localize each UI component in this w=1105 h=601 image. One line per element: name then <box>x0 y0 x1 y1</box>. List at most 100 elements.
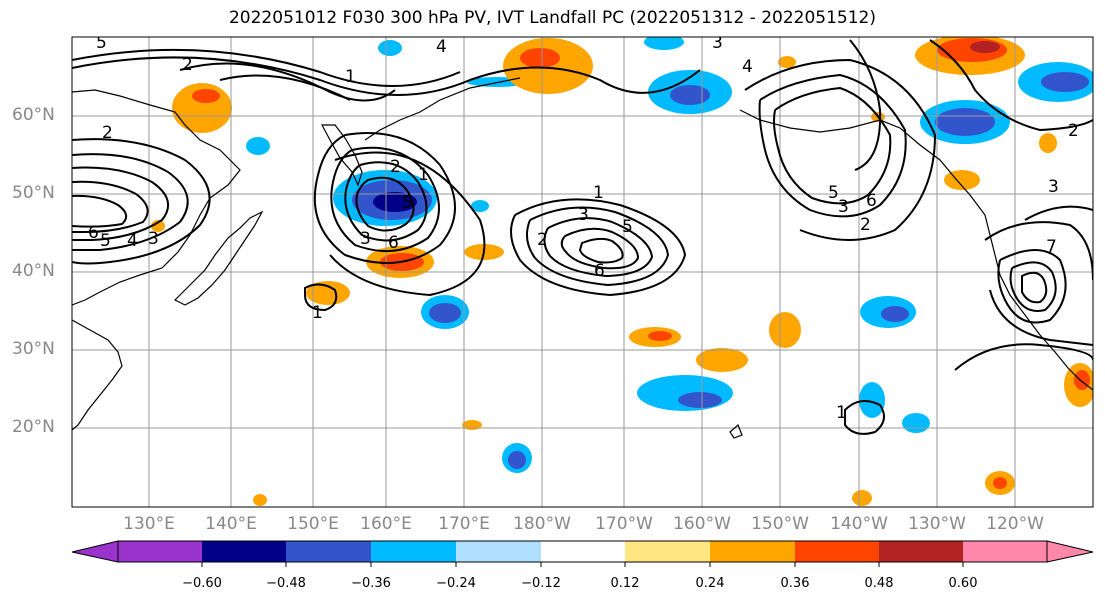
lon-label: 180°W <box>513 514 571 534</box>
negative-anomaly <box>644 37 684 50</box>
lon-label: 170°W <box>595 514 653 534</box>
colorbar-tick-label: −0.24 <box>436 576 476 591</box>
positive-anomaly <box>944 170 980 190</box>
contour-label: 2 <box>182 55 193 75</box>
negative-anomaly <box>859 382 885 418</box>
hawaii-outline <box>729 423 743 439</box>
colorbar-swatch <box>202 541 286 562</box>
lon-label: 150°W <box>751 514 809 534</box>
lon-label: 140°E <box>205 514 257 534</box>
colorbar-tick-label: 0.36 <box>780 576 810 591</box>
colorbar <box>71 540 1094 567</box>
colorbar-min-arrow <box>71 540 119 563</box>
colorbar-swatch <box>879 541 963 562</box>
contour-label: 6 <box>88 223 99 243</box>
contour-label: 2 <box>102 123 113 143</box>
negative-anomaly <box>1041 72 1089 92</box>
contour-label: 2 <box>1068 121 1079 141</box>
negative-anomaly <box>902 413 930 433</box>
positive-anomaly <box>1039 133 1057 153</box>
colorbar-tick-label: −0.12 <box>521 576 561 591</box>
contour-label: 6 <box>388 233 399 253</box>
negative-anomaly <box>378 40 402 56</box>
negative-anomaly <box>881 306 909 322</box>
shading-layer <box>151 37 1093 506</box>
contour-label: 5 <box>100 231 111 251</box>
contour-label: 2 <box>860 215 871 235</box>
contour-label: 6 <box>866 191 877 211</box>
north-america-coast <box>739 109 1093 391</box>
colorbar-tick-label: −0.60 <box>182 576 222 591</box>
colorbar-max-arrow <box>1046 540 1094 563</box>
contour-label: 3 <box>360 229 371 249</box>
lat-label: 30°N <box>12 339 55 359</box>
lon-label: 130°E <box>123 514 175 534</box>
map-frame <box>71 36 1094 508</box>
japan-outline <box>173 210 264 306</box>
contour-label: 5 <box>828 183 839 203</box>
negative-anomaly <box>508 451 526 469</box>
contour-label: 3 <box>578 205 589 225</box>
contour-label: 6 <box>594 261 605 281</box>
colorbar-swatch <box>625 541 710 562</box>
colorbar-swatch <box>541 541 625 562</box>
positive-anomaly <box>993 477 1007 489</box>
colorbar-tick-label: −0.48 <box>266 576 306 591</box>
contour-label: 4 <box>436 37 447 57</box>
contour-label: 4 <box>127 231 138 251</box>
contour-label: 3 <box>838 197 849 217</box>
colorbar-tick-label: 0.24 <box>695 576 725 591</box>
contour-label: 1 <box>345 67 356 87</box>
negative-anomaly <box>471 200 489 212</box>
contour-label: 3 <box>712 33 723 53</box>
coastlines <box>72 77 1093 439</box>
siberia-coast <box>364 77 521 141</box>
contour-label: 5 <box>622 217 633 237</box>
contour-label: 3 <box>148 229 159 249</box>
contour-label: 1 <box>836 403 847 423</box>
contour-label: 2 <box>390 157 401 177</box>
positive-anomaly <box>852 490 872 506</box>
lat-label: 50°N <box>12 183 55 203</box>
lat-label: 40°N <box>12 261 55 281</box>
contour-label-group: 5 4 3 2 1 6 2 5 4 3 2 1 5 3 6 1 2 3 5 6 … <box>88 33 1079 423</box>
positive-anomaly <box>769 312 801 348</box>
colorbar-tick-label: 0.48 <box>864 576 894 591</box>
lon-label: 140°W <box>830 514 888 534</box>
positive-anomaly <box>778 56 796 68</box>
negative-anomaly <box>678 392 722 408</box>
lon-label: 150°E <box>287 514 339 534</box>
contour-label: 5 <box>402 193 413 213</box>
lon-label: 120°W <box>986 514 1044 534</box>
negative-anomaly <box>670 85 710 105</box>
colorbar-swatch <box>963 541 1047 562</box>
positive-anomaly <box>1074 370 1090 390</box>
kamchatka-outline <box>321 124 363 187</box>
negative-anomaly <box>373 192 417 212</box>
lon-label: 160°E <box>360 514 412 534</box>
lon-label: 130°W <box>908 514 966 534</box>
contour-lines <box>72 39 1093 435</box>
positive-anomaly <box>151 220 165 232</box>
map-title: 2022051012 F030 300 hPa PV, IVT Landfall… <box>228 8 876 28</box>
contour-label: 2 <box>537 230 548 250</box>
contour-label: 1 <box>312 303 323 323</box>
colorbar-tick-label: 0.60 <box>948 576 978 591</box>
negative-anomaly <box>935 108 995 136</box>
positive-anomaly <box>306 281 350 305</box>
contour-label: 7 <box>1046 237 1057 257</box>
positive-anomaly <box>253 494 267 506</box>
colorbar-swatch <box>118 541 202 562</box>
lat-label: 20°N <box>12 417 55 437</box>
negative-anomaly <box>246 137 270 155</box>
positive-anomaly <box>520 48 560 68</box>
positive-anomaly <box>192 89 220 103</box>
lat-label: 60°N <box>12 105 55 125</box>
colorbar-tick-label: −0.36 <box>351 576 391 591</box>
colorbar-swatch <box>286 541 371 562</box>
colorbar-tick-label: 0.12 <box>610 576 640 591</box>
contour-label: 3 <box>1048 177 1059 197</box>
colorbar-swatch <box>371 541 456 562</box>
contour-label: 4 <box>742 57 753 77</box>
